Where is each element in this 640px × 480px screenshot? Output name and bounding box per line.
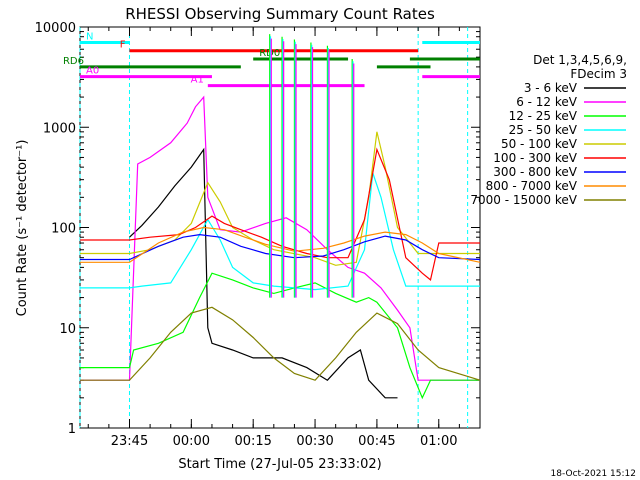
legend-entry: 3 - 6 keV — [524, 81, 578, 95]
flag-label-N: N — [86, 32, 93, 43]
y-tick-label: 100 — [51, 222, 76, 237]
x-tick-label: 00:15 — [234, 434, 271, 449]
legend-entry: 6 - 12 keV — [516, 95, 578, 109]
series-line-5 — [80, 147, 480, 281]
flag-label-A0: A0 — [86, 66, 99, 77]
series-line-8 — [80, 306, 481, 381]
x-axis-label: Start Time (27-Jul-05 23:33:02) — [178, 457, 381, 472]
legend-entry: 800 - 7000 keV — [486, 179, 578, 193]
x-tick-label: 01:00 — [420, 434, 457, 449]
axes: 1 10 100 1000 10000 23:45 00:00 00:15 00:30 00:45… — [35, 21, 481, 449]
legend-entry: 12 - 25 keV — [509, 109, 578, 123]
flag-label-RD6: RD6 — [63, 56, 84, 67]
legend-entry: 7000 - 15000 keV — [470, 193, 577, 207]
series-line-3 — [80, 172, 480, 291]
series-line-1 — [80, 95, 480, 381]
x-tick-label: 00:45 — [358, 434, 395, 449]
y-tick-label: 10000 — [35, 21, 76, 36]
flag-label-A1: A1 — [191, 75, 204, 86]
legend-entry: 25 - 50 keV — [509, 123, 578, 137]
chart-title: RHESSI Observing Summary Count Rates — [125, 5, 435, 23]
legend-header: Det 1,3,4,5,6,9, — [533, 53, 627, 67]
legend-entry: 50 - 100 keV — [501, 137, 578, 151]
x-tick-label: 00:30 — [296, 434, 333, 449]
y-axis-label: Count Rate (s⁻¹ detector⁻¹) — [15, 140, 30, 317]
legend-entry: 100 - 300 keV — [493, 151, 577, 165]
legend-header: FDecim 3 — [570, 67, 627, 81]
x-tick-label: 00:00 — [173, 434, 210, 449]
flag-label-F: F — [120, 40, 126, 51]
series-line-2 — [80, 272, 480, 400]
timestamp: 18-Oct-2021 15:12 — [551, 469, 636, 479]
spikes — [269, 34, 355, 298]
y-tick-label: 1000 — [43, 121, 76, 136]
y-tick-label: 10 — [59, 322, 76, 337]
x-tick-label: 23:45 — [111, 434, 148, 449]
series-lines — [80, 95, 481, 400]
legend-entry: 300 - 800 keV — [493, 165, 577, 179]
y-tick-label: 1 — [68, 422, 76, 437]
series-line-0 — [129, 147, 398, 399]
